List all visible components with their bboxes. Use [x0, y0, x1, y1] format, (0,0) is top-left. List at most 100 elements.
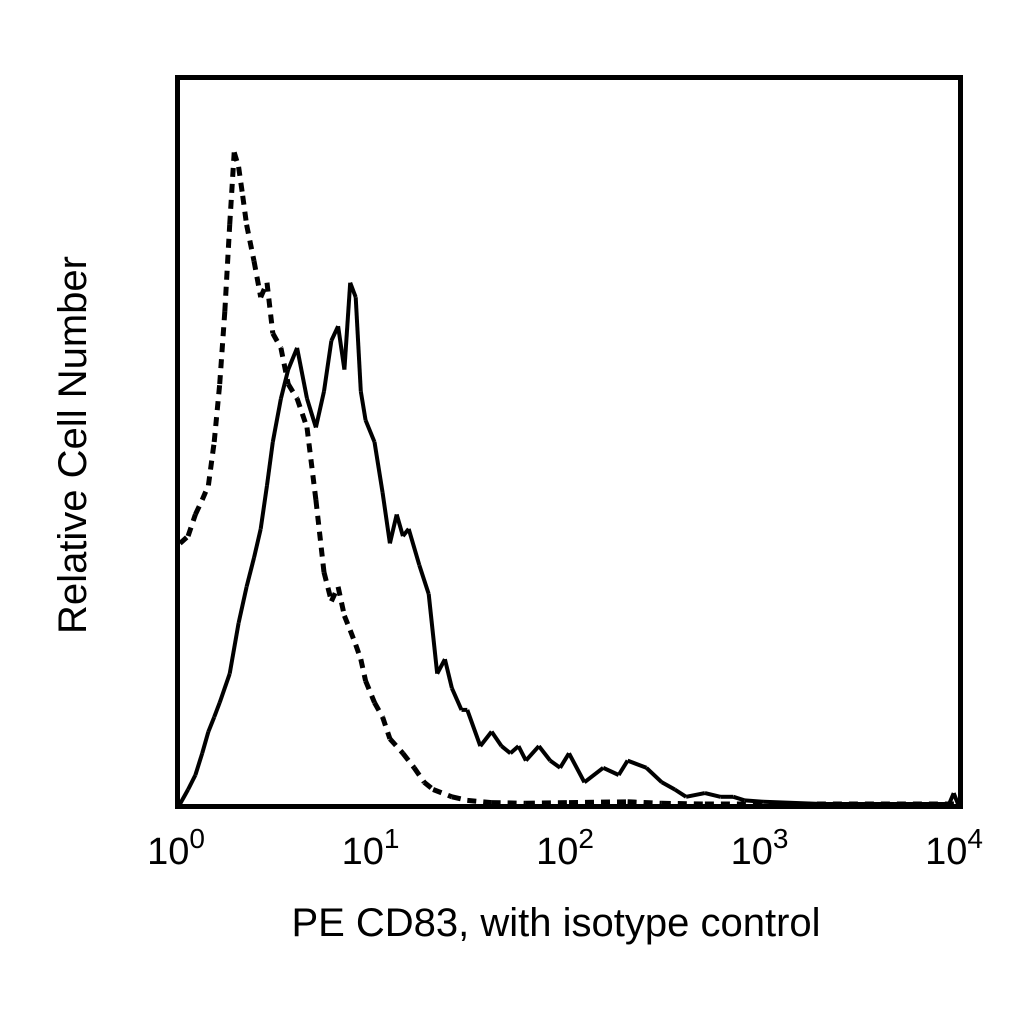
tick-base: 10	[731, 831, 773, 873]
histogram-segment	[414, 768, 424, 783]
histogram-segment	[324, 341, 331, 392]
histogram-segment	[569, 802, 628, 803]
histogram-segment	[243, 196, 247, 225]
histogram-segment	[316, 500, 324, 572]
histogram-segment	[419, 565, 428, 594]
histogram-segment	[195, 753, 202, 775]
histogram-segment	[452, 688, 462, 710]
histogram-segment	[297, 399, 307, 428]
histogram-segment	[356, 645, 361, 660]
histogram-segment	[467, 800, 491, 802]
histogram-segment	[584, 768, 603, 783]
histogram-segment	[225, 225, 230, 312]
histogram-segment	[560, 753, 569, 768]
histogram-segment	[195, 500, 202, 515]
histogram-segment	[366, 420, 375, 442]
histogram-segment	[433, 790, 452, 797]
histogram-segment	[492, 732, 502, 747]
histogram-segment	[403, 753, 414, 768]
histogram-segment	[208, 442, 214, 485]
histogram-segment	[230, 152, 235, 224]
tick-base: 10	[925, 831, 967, 873]
histogram-segment	[502, 746, 511, 753]
histogram-segment	[356, 297, 361, 391]
histogram-segment	[603, 768, 619, 775]
histogram-segment	[267, 442, 273, 485]
histogram-segment	[361, 391, 366, 420]
histogram-segment	[230, 623, 239, 674]
histogram-segment	[239, 587, 247, 623]
histogram-segment	[526, 746, 539, 761]
histogram-segment	[297, 348, 307, 399]
histogram-segment	[188, 514, 195, 536]
histogram-segment	[686, 793, 705, 797]
histogram-segment	[705, 793, 721, 797]
histogram-segment	[539, 746, 550, 761]
histogram-segment	[273, 399, 281, 442]
histogram-segment	[429, 594, 438, 674]
histogram-segment	[409, 529, 420, 565]
histogram-segment	[390, 514, 397, 543]
histogram-segment	[366, 681, 375, 703]
histogram-segment	[424, 782, 433, 789]
tick-exponent: 0	[189, 823, 205, 854]
histogram-segment	[492, 803, 526, 804]
histogram-segment	[344, 616, 350, 630]
histogram-segment	[526, 803, 569, 804]
histogram-segment	[383, 717, 390, 739]
histogram-segment	[628, 802, 662, 804]
tick-base: 10	[147, 831, 189, 873]
histogram-segment	[180, 536, 188, 543]
histogram-segment	[519, 746, 526, 761]
x-tick-label: 101	[342, 823, 400, 873]
tick-base: 10	[536, 831, 578, 873]
histogram-segment	[261, 485, 267, 529]
histogram-segment	[628, 761, 647, 768]
histogram-segment	[208, 717, 214, 732]
series-layer	[180, 152, 958, 804]
x-tick-label: 100	[147, 823, 205, 873]
histogram-segment	[307, 428, 316, 500]
histogram-segment	[307, 399, 316, 428]
histogram-segment	[247, 558, 254, 587]
histogram-segment	[397, 514, 403, 536]
histogram-segment	[375, 703, 383, 718]
histogram-segment	[220, 312, 225, 384]
plot-frame	[178, 78, 961, 807]
x-tick-label: 102	[536, 823, 594, 873]
histogram-segment	[445, 659, 452, 688]
histogram-segment	[234, 152, 238, 167]
histogram-segment	[338, 587, 344, 616]
histogram-segment	[316, 391, 324, 427]
histogram-segment	[202, 485, 208, 500]
histogram-segment	[361, 659, 366, 681]
histogram-segment	[646, 768, 661, 783]
histogram-segment	[452, 797, 467, 801]
isotype-control-series	[180, 152, 958, 804]
histogram-segment	[273, 333, 281, 348]
histogram-segment	[288, 384, 297, 399]
histogram-segment	[390, 739, 403, 754]
histogram-segment	[344, 283, 350, 370]
histogram-segment	[662, 803, 705, 804]
tick-base: 10	[342, 831, 384, 873]
tick-exponent: 3	[773, 823, 789, 854]
histogram-segment	[247, 225, 254, 261]
x-axis-label: PE CD83, with isotype control	[291, 901, 820, 945]
histogram-segment	[254, 261, 261, 297]
histogram-segment	[324, 572, 331, 601]
x-tick-label: 103	[731, 823, 789, 873]
histogram-segment	[480, 732, 491, 747]
tick-exponent: 1	[384, 823, 400, 854]
histogram-segment	[202, 732, 208, 754]
histogram-segment	[239, 167, 243, 196]
histogram-segment	[375, 442, 383, 493]
histogram-segment	[619, 761, 628, 775]
histogram-segment	[467, 710, 480, 746]
tick-exponent: 4	[967, 823, 983, 854]
histogram-segment	[188, 775, 195, 790]
tick-exponent: 2	[578, 823, 594, 854]
